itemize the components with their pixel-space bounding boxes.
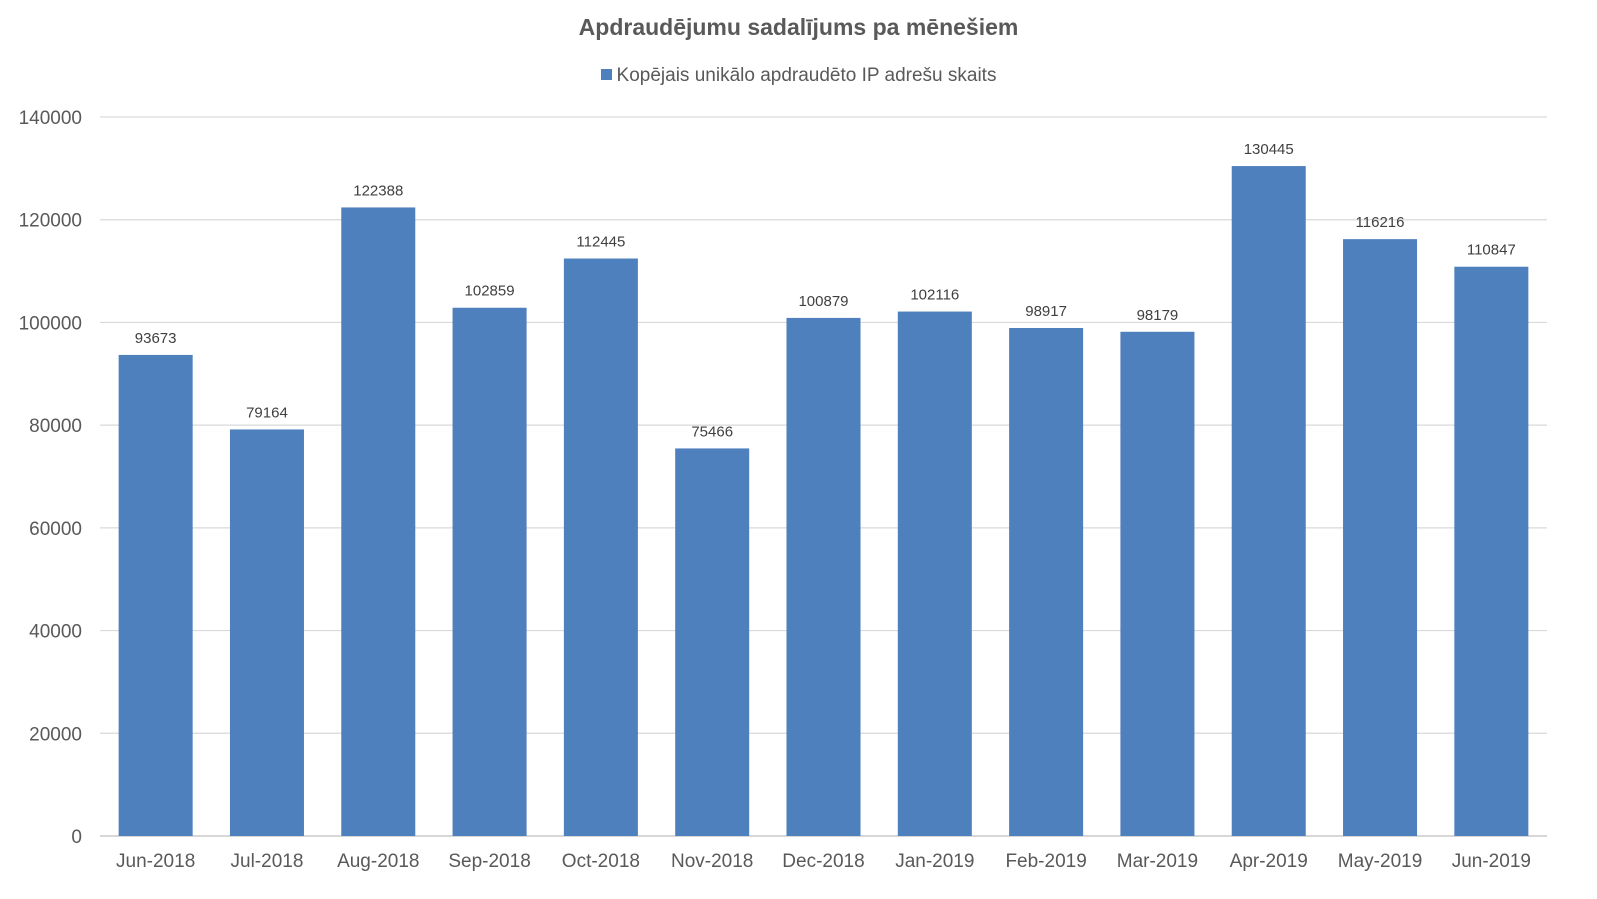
bar: [675, 448, 750, 836]
y-tick-label: 140000: [19, 108, 82, 129]
legend-swatch: [600, 69, 612, 80]
data-label: 98917: [1025, 303, 1067, 320]
x-tick-label: May-2019: [1338, 851, 1423, 872]
x-tick-label: Oct-2018: [562, 851, 640, 872]
data-label: 100879: [798, 293, 848, 310]
bar: [897, 311, 972, 836]
bar: [786, 317, 861, 836]
x-tick-label: Apr-2019: [1230, 851, 1308, 872]
bar: [229, 429, 304, 836]
data-label: 116216: [1356, 214, 1405, 231]
x-tick-label: Jan-2019: [895, 851, 974, 872]
y-axis: 0 20000 40000 60000 80000 100000 120000 140000: [19, 108, 82, 848]
bar: [118, 354, 193, 836]
x-tick-label: Aug-2018: [337, 851, 419, 872]
data-label: 102116: [910, 287, 959, 304]
x-tick-label: Dec-2018: [782, 851, 864, 872]
bar: [1120, 331, 1195, 836]
y-tick-label: 40000: [29, 622, 82, 643]
data-label: 130445: [1244, 141, 1294, 158]
data-label: 75466: [691, 423, 733, 440]
bar: [1454, 266, 1529, 837]
bar: [452, 307, 527, 836]
bars: [118, 166, 1529, 837]
legend: Kopējais unikālo apdraudēto IP adrešu sk…: [0, 65, 1597, 87]
y-tick-label: 100000: [19, 313, 82, 334]
x-tick-label: Jul-2018: [231, 851, 304, 872]
data-label: 79164: [246, 404, 288, 421]
y-tick-label: 120000: [19, 211, 82, 232]
x-tick-label: Jun-2018: [116, 851, 195, 872]
x-tick-label: Sep-2018: [448, 851, 530, 872]
bar: [563, 258, 638, 836]
x-axis: Jun-2018 Jul-2018 Aug-2018 Sep-2018 Oct-2018…: [116, 851, 1531, 872]
bar: [1009, 327, 1084, 836]
x-tick-label: Feb-2019: [1005, 851, 1086, 872]
bar: [1231, 166, 1306, 836]
bar: [1343, 239, 1418, 836]
y-tick-label: 80000: [29, 416, 82, 437]
y-tick-label: 20000: [29, 724, 82, 745]
y-tick-label: 60000: [29, 519, 82, 540]
x-tick-label: Mar-2019: [1117, 851, 1198, 872]
y-tick-label: 0: [71, 827, 82, 848]
data-label: 122388: [353, 182, 403, 199]
data-label: 102859: [465, 283, 515, 300]
legend-label: Kopējais unikālo apdraudēto IP adrešu sk…: [616, 65, 997, 86]
data-label: 110847: [1467, 242, 1516, 259]
bar: [341, 207, 416, 836]
data-label: 98179: [1137, 307, 1179, 324]
x-tick-label: Jun-2019: [1452, 851, 1531, 872]
data-labels: 93673 79164 122388 102859 112445 75466 100879 1…: [135, 141, 1516, 440]
chart-title: Apdraudējumu sadalījums pa mēnešiem: [578, 14, 1019, 40]
data-label: 112445: [576, 234, 625, 251]
data-label: 93673: [135, 330, 177, 347]
x-tick-label: Nov-2018: [671, 851, 753, 872]
